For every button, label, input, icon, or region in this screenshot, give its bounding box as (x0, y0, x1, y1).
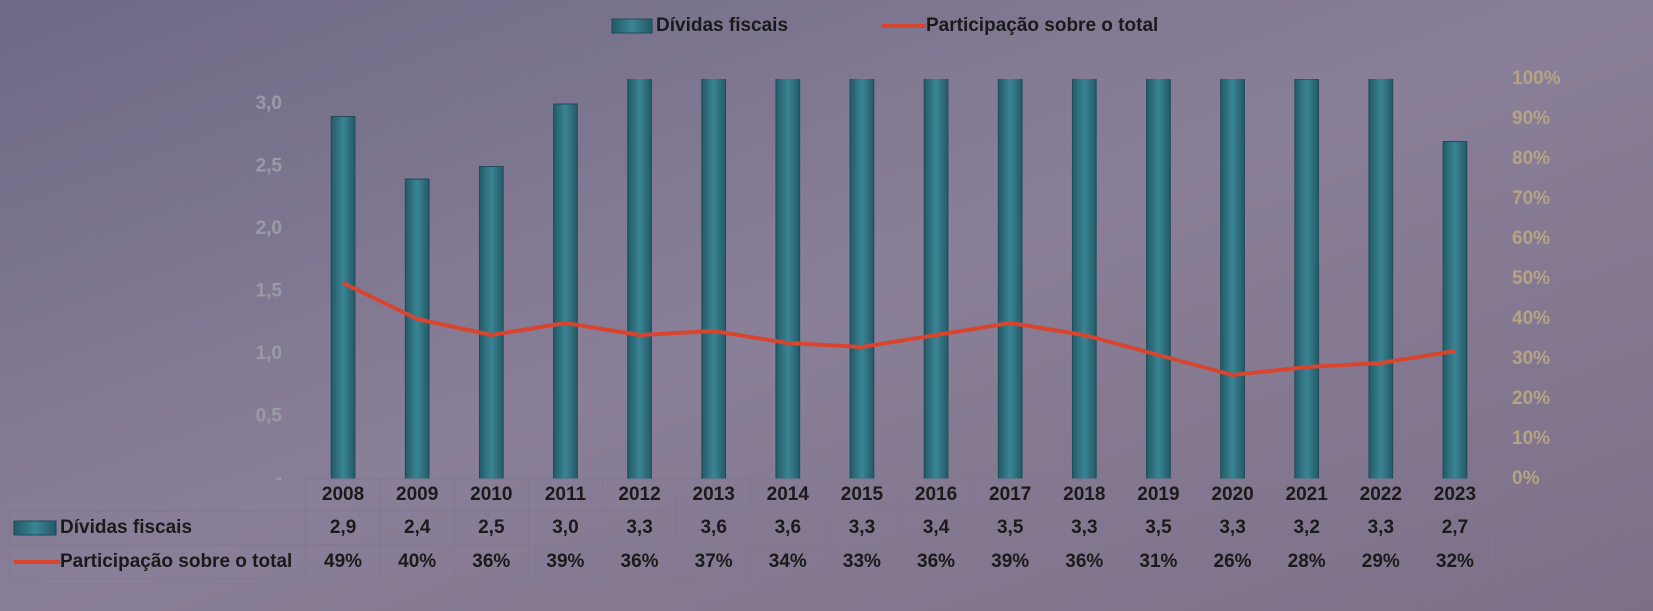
legend-swatch (611, 18, 653, 34)
x-tick-label: 2011 (545, 484, 587, 505)
bar (1220, 79, 1245, 479)
x-tick-label: 2016 (915, 484, 957, 505)
data-label: 2,9 (330, 517, 356, 538)
data-label: 3,3 (1368, 517, 1394, 538)
y-tick-label: 1,0 (256, 343, 282, 364)
x-tick-label: 2022 (1360, 484, 1402, 505)
data-label: 39% (546, 551, 584, 572)
data-label: 37% (695, 551, 733, 572)
x-tick-label: 2023 (1434, 484, 1476, 505)
data-label: 3,5 (997, 517, 1024, 538)
y2-tick-label: 10% (1512, 428, 1550, 449)
y2-tick-label: 70% (1512, 188, 1550, 209)
data-label: 36% (1065, 551, 1103, 572)
x-tick-label: 2017 (989, 484, 1031, 505)
bar (849, 79, 875, 479)
bar (775, 79, 801, 479)
data-label: 33% (843, 551, 881, 572)
y-tick-label: 2,5 (256, 156, 283, 177)
bar (404, 178, 430, 479)
data-label: 36% (621, 551, 659, 572)
bar (1146, 79, 1171, 479)
table-legend-swatch (13, 520, 57, 536)
y-tick-label: 3,0 (256, 93, 282, 114)
table-row-label: Participação sobre o total (60, 551, 292, 572)
data-label: 3,3 (1219, 517, 1245, 538)
x-tick-label: 2008 (322, 484, 364, 505)
data-label: 3,3 (849, 517, 875, 538)
y2-tick-label: 30% (1512, 348, 1550, 369)
x-tick-label: 2010 (470, 484, 512, 505)
y2-tick-label: 80% (1512, 148, 1550, 169)
x-tick-label: 2020 (1211, 484, 1253, 505)
legend-label: Dívidas fiscais (656, 15, 788, 36)
data-label: 2,4 (404, 517, 431, 538)
x-tick-label: 2013 (693, 484, 735, 505)
x-tick-label: 2021 (1286, 484, 1329, 505)
data-label: 36% (472, 551, 510, 572)
data-label: 32% (1436, 551, 1474, 572)
data-label: 40% (398, 551, 436, 572)
bar (1294, 79, 1320, 479)
data-label: 36% (917, 551, 955, 572)
legend-label: Participação sobre o total (926, 15, 1158, 36)
y-tick-label: 0,5 (256, 406, 283, 427)
y2-tick-label: 90% (1512, 108, 1550, 129)
bar (627, 79, 652, 479)
data-label: 2,7 (1442, 517, 1468, 538)
bar (1071, 79, 1097, 479)
bar (701, 79, 727, 479)
y2-tick-label: 60% (1512, 228, 1550, 249)
bar (1442, 141, 1468, 479)
data-label: 3,0 (552, 517, 578, 538)
bar (1368, 79, 1394, 479)
x-tick-label: 2018 (1063, 484, 1105, 505)
data-label: 29% (1362, 551, 1400, 572)
data-label: 3,3 (1071, 517, 1097, 538)
data-label: 28% (1288, 551, 1326, 572)
bar (923, 79, 949, 479)
data-label: 3,6 (700, 517, 726, 538)
data-label: 3,3 (626, 517, 652, 538)
y-tick-label: 1,5 (256, 281, 283, 302)
y2-tick-label: 50% (1512, 268, 1550, 289)
data-label: 39% (991, 551, 1029, 572)
data-label: 49% (324, 551, 362, 572)
y2-tick-label: 40% (1512, 308, 1550, 329)
y-tick-label: 2,0 (256, 218, 282, 239)
data-label: 3,6 (775, 517, 801, 538)
data-label: 3,5 (1145, 517, 1172, 538)
data-label: 2,5 (478, 517, 505, 538)
y2-tick-label: 100% (1512, 68, 1561, 89)
x-tick-label: 2009 (396, 484, 438, 505)
y2-tick-label: 20% (1512, 388, 1550, 409)
line (342, 281, 1456, 377)
data-label: 34% (769, 551, 807, 572)
data-label: 26% (1214, 551, 1252, 572)
bar (330, 116, 356, 479)
x-tick-label: 2014 (767, 484, 810, 505)
x-tick-label: 2015 (841, 484, 884, 505)
bar (478, 166, 504, 479)
data-label: 3,4 (923, 517, 950, 538)
x-tick-label: 2012 (618, 484, 660, 505)
y-tick-label: - (276, 468, 282, 489)
plot-area (330, 79, 1468, 479)
data-label: 31% (1139, 551, 1177, 572)
y2-tick-label: 0% (1512, 468, 1540, 489)
x-tick-label: 2019 (1137, 484, 1179, 505)
data-label: 3,2 (1293, 517, 1319, 538)
bar (553, 103, 578, 479)
bar (997, 79, 1023, 479)
table-row-label: Dívidas fiscais (60, 517, 192, 538)
